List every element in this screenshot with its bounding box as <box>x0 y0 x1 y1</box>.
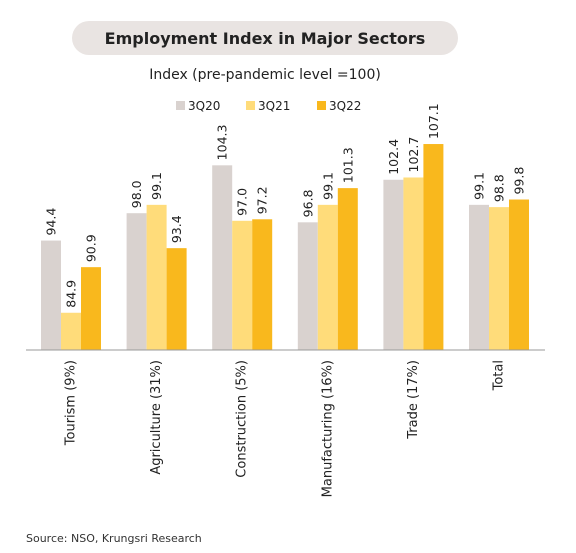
chart-subtitle: Index (pre-pandemic level =100) <box>149 67 381 83</box>
bar-3Q22-1 <box>166 248 187 350</box>
data-label-3Q21-0: 84.9 <box>64 280 79 308</box>
data-label-3Q22-5: 99.8 <box>512 167 527 195</box>
bar-3Q20-2 <box>212 165 233 350</box>
data-label-3Q22-4: 107.1 <box>426 103 441 139</box>
bar-3Q21-3 <box>317 204 338 350</box>
bar-3Q22-4 <box>423 144 444 350</box>
legend-label-3Q22: 3Q22 <box>329 99 361 113</box>
x-tick-label-5: Total <box>492 360 507 391</box>
x-tick-label-4: Trade (17%) <box>406 360 421 440</box>
data-label-3Q22-0: 90.9 <box>84 234 99 262</box>
data-label-3Q22-2: 97.2 <box>255 186 270 214</box>
x-tick-label-2: Construction (5%) <box>235 360 250 478</box>
data-label-3Q21-4: 102.7 <box>406 137 421 173</box>
bar-3Q21-5 <box>489 207 509 350</box>
data-label-3Q21-3: 99.1 <box>320 172 335 200</box>
x-tick-label-0: Tourism (9%) <box>64 360 79 446</box>
legend-swatch-3Q20 <box>176 101 185 110</box>
bar-3Q21-4 <box>403 177 424 350</box>
legend: 3Q20 3Q21 3Q22 <box>176 99 361 113</box>
x-tick-label-1: Agriculture (31%) <box>149 360 164 475</box>
bar-3Q22-3 <box>337 188 358 350</box>
bar-3Q20-0 <box>41 240 61 350</box>
bar-3Q22-2 <box>252 219 273 350</box>
data-label-3Q22-3: 101.3 <box>340 147 355 183</box>
data-label-3Q20-1: 98.0 <box>129 180 144 208</box>
data-label-3Q21-5: 98.8 <box>492 174 507 202</box>
data-label-3Q20-4: 102.4 <box>386 139 401 175</box>
bar-3Q20-5 <box>469 204 489 350</box>
data-label-3Q20-0: 94.4 <box>44 208 59 236</box>
legend-swatch-3Q22 <box>317 101 326 110</box>
bar-3Q21-2 <box>232 220 253 350</box>
title-pill <box>72 21 458 55</box>
data-label-3Q20-5: 99.1 <box>472 172 487 200</box>
source-note: Source: NSO, Krungsri Research <box>26 532 202 545</box>
bar-3Q20-3 <box>297 222 318 350</box>
bar-3Q21-1 <box>146 204 167 350</box>
bar-3Q20-4 <box>383 179 404 350</box>
bars: 94.4 84.9 90.9 98.0 99.1 93.4 104.3 97.0 97.2 96.… <box>41 103 529 350</box>
data-label-3Q21-2: 97.0 <box>235 188 250 216</box>
data-label-3Q22-1: 93.4 <box>169 215 184 243</box>
data-label-3Q20-2: 104.3 <box>215 125 230 161</box>
bar-3Q22-5 <box>509 199 529 350</box>
bar-3Q22-0 <box>81 267 101 350</box>
legend-label-3Q21: 3Q21 <box>258 99 290 113</box>
chart-title: Employment Index in Major Sectors <box>105 29 426 48</box>
bar-3Q21-0 <box>61 312 81 350</box>
data-label-3Q20-3: 96.8 <box>300 189 315 217</box>
data-label-3Q21-1: 99.1 <box>149 172 164 200</box>
x-tick-label-3: Manufacturing (16%) <box>320 360 335 497</box>
bar-3Q20-1 <box>126 213 147 350</box>
legend-swatch-3Q21 <box>246 101 255 110</box>
legend-label-3Q20: 3Q20 <box>188 99 220 113</box>
x-axis-labels: Tourism (9%) Agriculture (31%) Constructio… <box>64 360 507 497</box>
